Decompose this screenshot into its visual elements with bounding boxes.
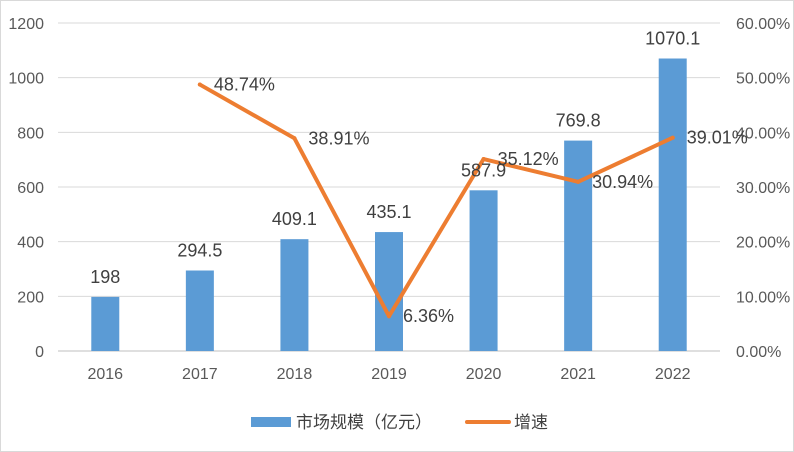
legend-label-line: 增速 <box>514 413 548 433</box>
growth-point-2021 <box>576 179 581 184</box>
growth-point-2018 <box>292 136 297 141</box>
growth-point-2022 <box>670 135 675 140</box>
legend-label-bar: 市场规模（亿元） <box>296 413 432 433</box>
bar-2020 <box>469 190 498 351</box>
growth-point-2019 <box>387 314 391 319</box>
growth-label-2022: 39.01% <box>687 128 748 148</box>
y-right-tick-label: 30.00% <box>736 180 790 197</box>
x-tick-label: 2016 <box>87 366 123 383</box>
y-right-tick-label: 50.00% <box>736 71 790 88</box>
line-series <box>197 82 675 319</box>
y-right-tick-label: 20.00% <box>736 235 790 252</box>
y-left-tick-label: 0 <box>35 344 44 361</box>
bar-2021 <box>564 140 593 351</box>
y-right-tick-label: 60.00% <box>736 16 790 33</box>
growth-point-2020 <box>481 157 486 162</box>
y-right-tick-label: 10.00% <box>736 289 790 306</box>
x-tick-label: 2019 <box>371 366 407 383</box>
y-left-tick-label: 400 <box>17 235 44 252</box>
growth-label-2021: 30.94% <box>592 172 653 192</box>
x-tick-label: 2017 <box>182 366 218 383</box>
bar-2017 <box>185 270 214 351</box>
bar-2016 <box>91 296 120 351</box>
line-data-labels: 48.74% 38.91% 6.36% 35.12% 30.94% 39.01% <box>214 75 748 327</box>
y-axis-left-ticks: 0 200 400 600 800 1000 1200 <box>8 16 44 361</box>
bar-label-2021: 769.8 <box>556 111 601 131</box>
bar-label-2019: 435.1 <box>366 202 411 222</box>
y-left-tick-label: 600 <box>17 180 44 197</box>
bar-2019 <box>375 232 403 351</box>
legend: 市场规模（亿元） 增速 <box>251 413 548 433</box>
x-tick-label: 2020 <box>466 366 502 383</box>
x-tick-label: 2021 <box>560 366 596 383</box>
bar-label-2020: 587.9 <box>461 160 506 180</box>
bar-label-2018: 409.1 <box>272 209 317 229</box>
bar-label-2017: 294.5 <box>177 241 222 261</box>
bar-data-labels: 198 294.5 409.1 435.1 587.9 769.8 1070.1 <box>90 29 700 287</box>
y-left-tick-label: 200 <box>17 289 44 306</box>
legend-swatch-bar <box>251 417 291 427</box>
growth-label-2020: 35.12% <box>498 149 559 169</box>
x-tick-label: 2018 <box>277 366 313 383</box>
y-axis-right-ticks: 0.00% 10.00% 20.00% 30.00% 40.00% 50.00% 60.00… <box>736 16 790 361</box>
y-left-tick-label: 1000 <box>8 71 44 88</box>
bar-label-2022: 1070.1 <box>645 29 700 49</box>
y-left-tick-label: 800 <box>17 125 44 142</box>
bar-2022 <box>658 58 687 351</box>
gridlines <box>58 22 720 352</box>
growth-line <box>197 82 675 319</box>
bar-label-2016: 198 <box>90 267 120 287</box>
x-tick-label: 2022 <box>655 366 691 383</box>
y-right-tick-label: 0.00% <box>736 344 781 361</box>
y-left-tick-label: 1200 <box>8 16 44 33</box>
growth-label-2019: 6.36% <box>403 306 454 326</box>
growth-label-2018: 38.91% <box>308 128 369 148</box>
growth-label-2017: 48.74% <box>214 75 275 95</box>
bar-2018 <box>280 239 309 351</box>
growth-point-2017 <box>197 82 202 87</box>
y-right-tick-label: 40.00% <box>736 125 790 142</box>
x-axis-ticks: 2016 2017 2018 2019 2020 2021 2022 <box>87 366 690 383</box>
